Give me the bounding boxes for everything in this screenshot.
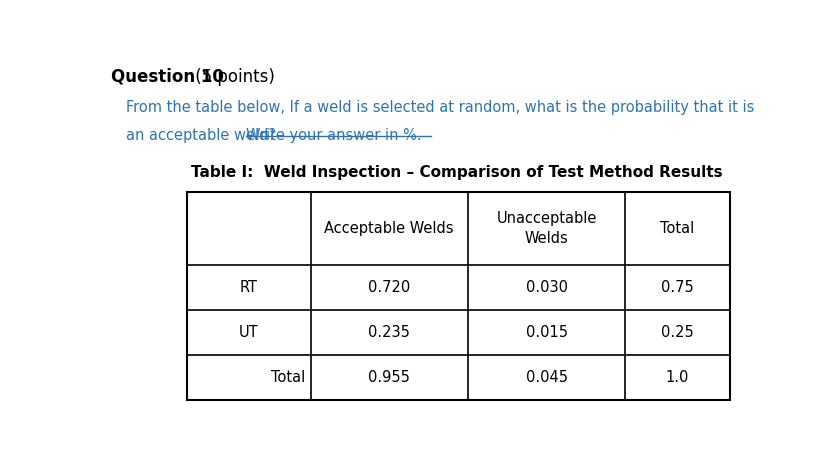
Text: an acceptable weld?: an acceptable weld? bbox=[126, 128, 285, 143]
Text: Unacceptable
Welds: Unacceptable Welds bbox=[496, 211, 596, 246]
Text: Question 10: Question 10 bbox=[111, 68, 224, 86]
Text: 0.720: 0.720 bbox=[368, 280, 410, 295]
Text: Total: Total bbox=[271, 370, 305, 384]
Text: Acceptable Welds: Acceptable Welds bbox=[324, 221, 454, 236]
Text: From the table below, If a weld is selected at random, what is the probability t: From the table below, If a weld is selec… bbox=[126, 100, 753, 115]
Text: Write your answer in %.: Write your answer in %. bbox=[246, 128, 421, 143]
Text: 0.75: 0.75 bbox=[661, 280, 693, 295]
Text: 0.235: 0.235 bbox=[368, 325, 410, 340]
Text: UT: UT bbox=[238, 325, 258, 340]
Text: RT: RT bbox=[239, 280, 258, 295]
Text: 0.030: 0.030 bbox=[525, 280, 567, 295]
Text: 1.0: 1.0 bbox=[665, 370, 688, 384]
Text: Total: Total bbox=[660, 221, 694, 236]
Text: 0.955: 0.955 bbox=[368, 370, 410, 384]
Text: Table I:  Weld Inspection – Comparison of Test Method Results: Table I: Weld Inspection – Comparison of… bbox=[191, 165, 722, 180]
Text: 0.045: 0.045 bbox=[525, 370, 567, 384]
Text: 0.015: 0.015 bbox=[525, 325, 567, 340]
Text: 0.25: 0.25 bbox=[661, 325, 693, 340]
Text: (5 points): (5 points) bbox=[190, 68, 275, 86]
